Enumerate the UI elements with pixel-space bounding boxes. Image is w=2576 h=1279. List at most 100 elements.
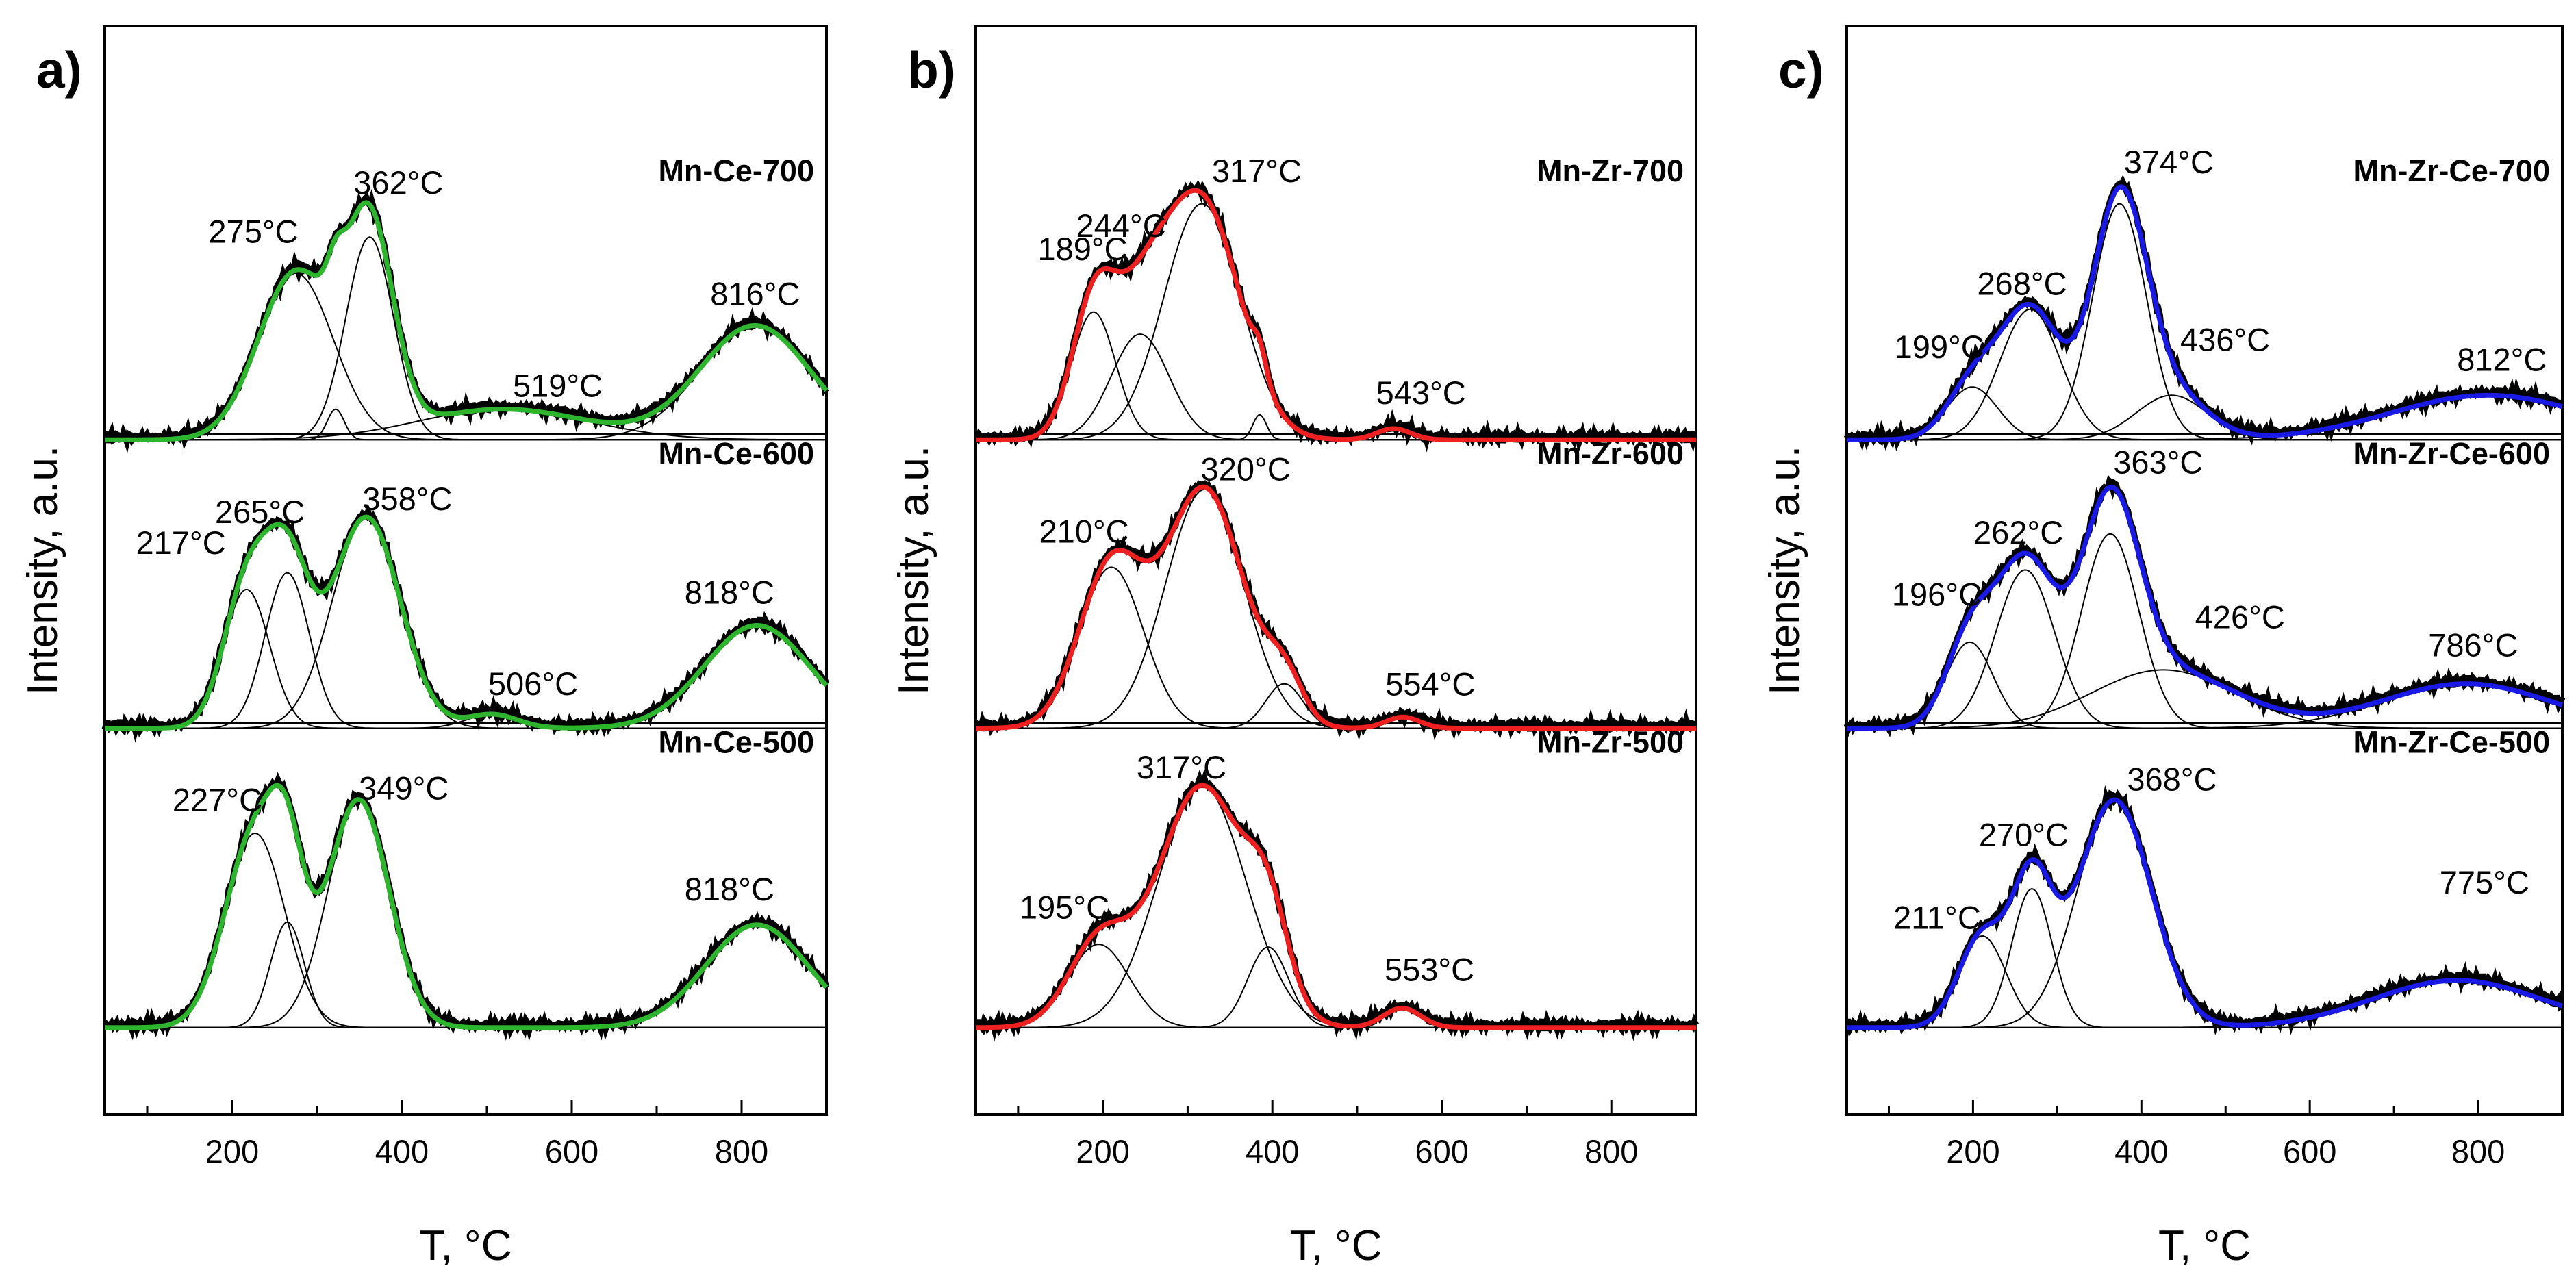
series-name: Mn-Ce-500 [658,725,814,760]
peak-label: 210°C [1039,513,1128,549]
series-name: Mn-Zr-Ce-700 [2353,153,2550,188]
peak-label: 195°C [1020,889,1109,926]
fit-curve [105,783,829,1030]
peak-label: 426°C [2195,599,2285,635]
x-tick-label: 800 [715,1133,768,1169]
peak-label: 199°C [1895,329,1984,365]
peak-label: 268°C [1977,266,2067,302]
panel-frame [1845,25,2564,1116]
x-axis-label: T, °C [1289,1222,1382,1269]
x-tick-label: 600 [545,1133,598,1169]
peak-label: 786°C [2428,627,2518,663]
peak-label: 368°C [2127,761,2217,797]
panel-frame [974,25,1697,1116]
series-name: Mn-Zr-600 [1537,436,1684,471]
peak-label: 775°C [2440,864,2529,900]
stack-mn-zr-ce-700: Mn-Zr-Ce-700 199°C 268°C 374°C 436°C 812°C [1843,144,2564,452]
peak-label: 362°C [353,164,443,201]
fit-curve [105,514,829,731]
x-tick-label: 800 [2451,1133,2505,1169]
stack-mn-zr-600: Mn-Zr-600 210°C 320°C 554°C [974,436,1697,741]
component-peak [976,333,1696,441]
component-peak [1847,683,2563,729]
peak-label: 317°C [1212,153,1302,189]
peak-label: 363°C [2113,444,2203,480]
component-peak [105,799,826,1028]
peak-label: 818°C [685,871,774,907]
stack-mn-ce-500: Mn-Ce-500 227°C 349°C 818°C [102,725,830,1041]
x-tick-label: 200 [1946,1133,1999,1169]
x-axis-label: T, °C [2158,1222,2251,1269]
peak-label: 374°C [2124,144,2214,180]
series-name: Mn-Zr-700 [1537,153,1684,188]
peak-label: 816°C [710,275,800,312]
component-peak [976,944,1696,1028]
peak-label: 519°C [513,368,603,404]
x-tick-label: 400 [375,1133,429,1169]
experimental-curve [1843,175,2564,452]
peak-label: 244°C [1076,207,1166,244]
peak-label: 812°C [2457,341,2547,377]
stack-mn-zr-ce-600: Mn-Zr-Ce-600 196°C 262°C 363°C 426°C 786°C [1843,436,2566,737]
component-peak [976,311,1696,441]
fit-curve [976,484,1696,731]
x-tick-label: 800 [1584,1133,1638,1169]
component-peak [105,833,826,1028]
peak-label: 553°C [1385,951,1474,987]
peak-label: 554°C [1385,666,1475,702]
series-name: Mn-Ce-700 [658,153,814,188]
component-peak [105,921,826,1028]
peak-label: 543°C [1376,375,1466,411]
peak-label: 317°C [1137,749,1226,785]
peak-label: 189°C [1037,231,1127,267]
series-name: Mn-Zr-500 [1537,725,1684,760]
stack-mn-zr-500: Mn-Zr-500 195°C 317°C 553°C [973,725,1700,1042]
fit-curve [976,783,1696,1030]
stack-mn-zr-ce-500: Mn-Zr-Ce-500 211°C 270°C 368°C 775°C [1845,725,2564,1037]
series-name: Mn-Zr-Ce-500 [2353,725,2550,760]
component-peak [976,946,1696,1028]
peak-label: 262°C [1973,514,2063,550]
x-tick-label: 200 [1076,1133,1129,1169]
x-axis-label: T, °C [419,1222,512,1269]
panel-frame [103,25,828,1116]
peak-label: 211°C [1893,900,1981,936]
fit-curve [1847,184,2563,442]
peak-label: 358°C [362,481,452,517]
panel-0: 200 400 600 800 T, °C Intensity, a.u. a) Mn-Ce-… [19,25,830,1269]
y-axis-label: Intensity, a.u. [19,446,66,695]
peak-label: 196°C [1892,577,1982,613]
series-name: Mn-Zr-Ce-600 [2353,436,2550,471]
peak-label: 265°C [215,494,305,530]
peak-label: 217°C [136,524,226,561]
x-tick-label: 200 [205,1133,259,1169]
fit-curve [105,200,829,442]
peak-label: 818°C [685,574,774,611]
peak-label: 506°C [488,666,578,702]
peak-label: 436°C [2180,321,2270,357]
peak-label: 275°C [208,213,298,249]
x-tick-label: 400 [2114,1133,2168,1169]
panel-label: c) [1778,41,1824,99]
x-tick-label: 600 [2283,1133,2336,1169]
fit-curve [1847,484,2564,731]
panel-2: 200 400 600 800 T, °C Intensity, a.u. c) Mn-Zr-… [1761,25,2566,1269]
experimental-curve [974,180,1697,454]
component-peak [105,924,827,1028]
peak-label: 320°C [1201,451,1291,487]
x-tick-label: 600 [1415,1133,1468,1169]
series-name: Mn-Ce-600 [658,436,814,471]
component-peak [976,566,1696,729]
y-axis-label: Intensity, a.u. [1761,446,1808,695]
peak-label: 227°C [173,782,262,818]
fit-curve [1847,797,2563,1030]
peak-label: 270°C [1979,817,2069,853]
y-axis-label: Intensity, a.u. [890,446,937,695]
panel-label: b) [907,41,956,99]
panel-1: 200 400 600 800 T, °C Intensity, a.u. b) Mn-Zr-… [890,25,1700,1269]
stack-mn-ce-700: Mn-Ce-700 275°C 362°C 519°C 816°C [103,153,829,453]
fit-curve [976,188,1696,442]
